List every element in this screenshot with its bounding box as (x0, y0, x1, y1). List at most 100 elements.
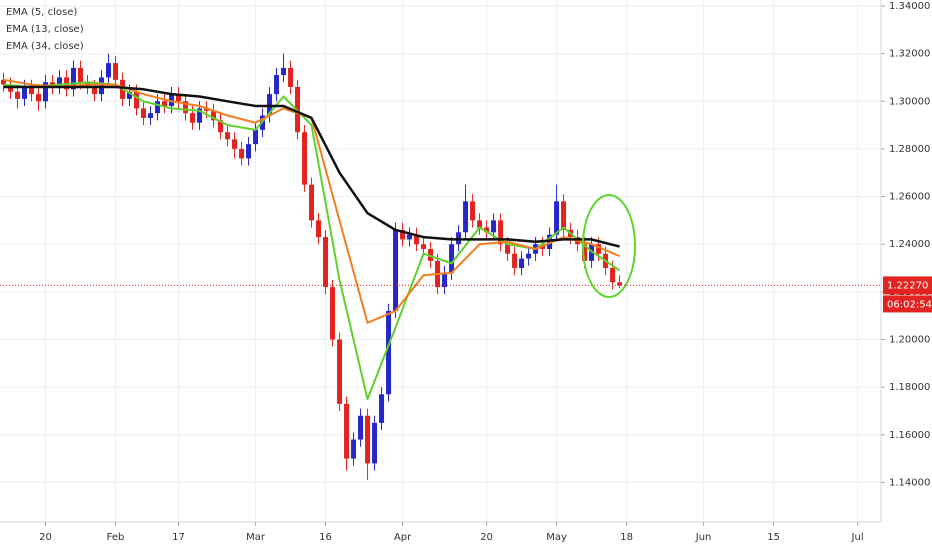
legend-entry: EMA (13, close) (6, 24, 84, 35)
x-tick-label: 18 (620, 532, 633, 543)
candle-body (372, 422, 378, 464)
last-price-tag (883, 276, 932, 295)
x-tick-label: Mar (246, 532, 266, 543)
candle-body (22, 86, 28, 99)
legend-entry: EMA (34, close) (6, 41, 84, 52)
plot-area (1, 53, 623, 481)
candle-body (351, 439, 357, 459)
candle-body (442, 272, 448, 288)
candle-body (148, 113, 154, 118)
candle-body (225, 132, 231, 140)
candle-body (169, 94, 175, 107)
candle-body (92, 86, 98, 95)
candle-body (400, 229, 406, 240)
candle-body (519, 258, 525, 269)
candle-body (57, 77, 63, 87)
legend-entry: EMA (5, close) (6, 7, 77, 18)
candle-body (302, 132, 308, 185)
x-tick-label: Feb (107, 532, 125, 543)
candle-body (323, 237, 329, 288)
candle-body (71, 67, 77, 90)
y-tick-label: 1.14000 (889, 477, 930, 488)
candle-body (379, 394, 385, 423)
candle-body (337, 339, 343, 404)
y-tick-label: 1.26000 (889, 192, 930, 203)
candle-body (617, 282, 623, 286)
y-tick-label: 1.20000 (889, 335, 930, 346)
candle-body (491, 220, 497, 233)
candle-body (113, 63, 119, 80)
candle-body (463, 201, 469, 233)
candle-body (470, 201, 476, 221)
candle-body (274, 75, 280, 95)
x-tick-label: Jul (851, 532, 864, 543)
candle-body (393, 229, 399, 311)
candle-body (386, 310, 392, 395)
candle-body (211, 110, 217, 121)
x-tick-label: 15 (767, 532, 780, 543)
candle-body (218, 120, 224, 133)
candle-body (176, 94, 182, 102)
candle-body (183, 101, 189, 114)
x-tick-label: Jun (695, 532, 712, 543)
highlight-ellipse (582, 194, 636, 298)
candle-body (344, 403, 350, 459)
candle-body (554, 201, 560, 235)
candle-body (610, 268, 616, 283)
candle-body (15, 91, 21, 99)
x-tick-label: 20 (480, 532, 493, 543)
y-tick-label: 1.32000 (889, 49, 930, 60)
candle-body (204, 108, 210, 111)
last-price-label: 1.22270 (887, 280, 928, 291)
x-tick-label: May (546, 532, 567, 543)
x-tick-label: 16 (319, 532, 332, 543)
countdown-tag (883, 295, 932, 313)
candle-body (141, 108, 147, 118)
candle-body (330, 287, 336, 340)
y-tick-label: 1.34000 (889, 1, 930, 12)
candle-body (582, 244, 588, 261)
candle-body (162, 101, 168, 107)
countdown-label: 06:02:54 (887, 299, 932, 310)
candle-body (407, 234, 413, 240)
candle-body (505, 244, 511, 254)
candle-body (498, 220, 504, 245)
candle-body (288, 67, 294, 87)
candle-body (134, 91, 140, 109)
candle-body (36, 94, 42, 102)
y-tick-label: 1.18000 (889, 382, 930, 393)
candle-body (1, 79, 7, 85)
candle-body (197, 108, 203, 123)
candle-body (239, 148, 245, 159)
candle-body (365, 415, 371, 464)
candle-body (232, 139, 238, 149)
candle-body (190, 113, 196, 123)
candle-body (106, 63, 112, 78)
candle-body (155, 101, 161, 114)
candle-body (78, 67, 84, 83)
candle-body (309, 184, 315, 221)
candle-body (414, 234, 420, 245)
candle-body (358, 415, 364, 440)
candle-body (512, 253, 518, 269)
candle-body (281, 67, 287, 76)
candle-body (421, 244, 427, 249)
candle-body (484, 227, 490, 233)
candle-body (316, 220, 322, 238)
y-tick-label: 1.24000 (889, 239, 930, 250)
candle-body (596, 244, 602, 254)
candle-body (43, 82, 49, 102)
candle-body (526, 253, 532, 259)
y-tick-label: 1.30000 (889, 96, 930, 107)
candle-body (127, 91, 133, 99)
y-tick-label: 1.28000 (889, 144, 930, 155)
candle-body (449, 244, 455, 273)
y-tick-label: 1.16000 (889, 430, 930, 441)
x-tick-label: Apr (394, 532, 412, 543)
candle-body (477, 220, 483, 228)
candle-body (246, 144, 252, 159)
x-tick-label: 20 (39, 532, 52, 543)
candle-body (29, 86, 35, 95)
